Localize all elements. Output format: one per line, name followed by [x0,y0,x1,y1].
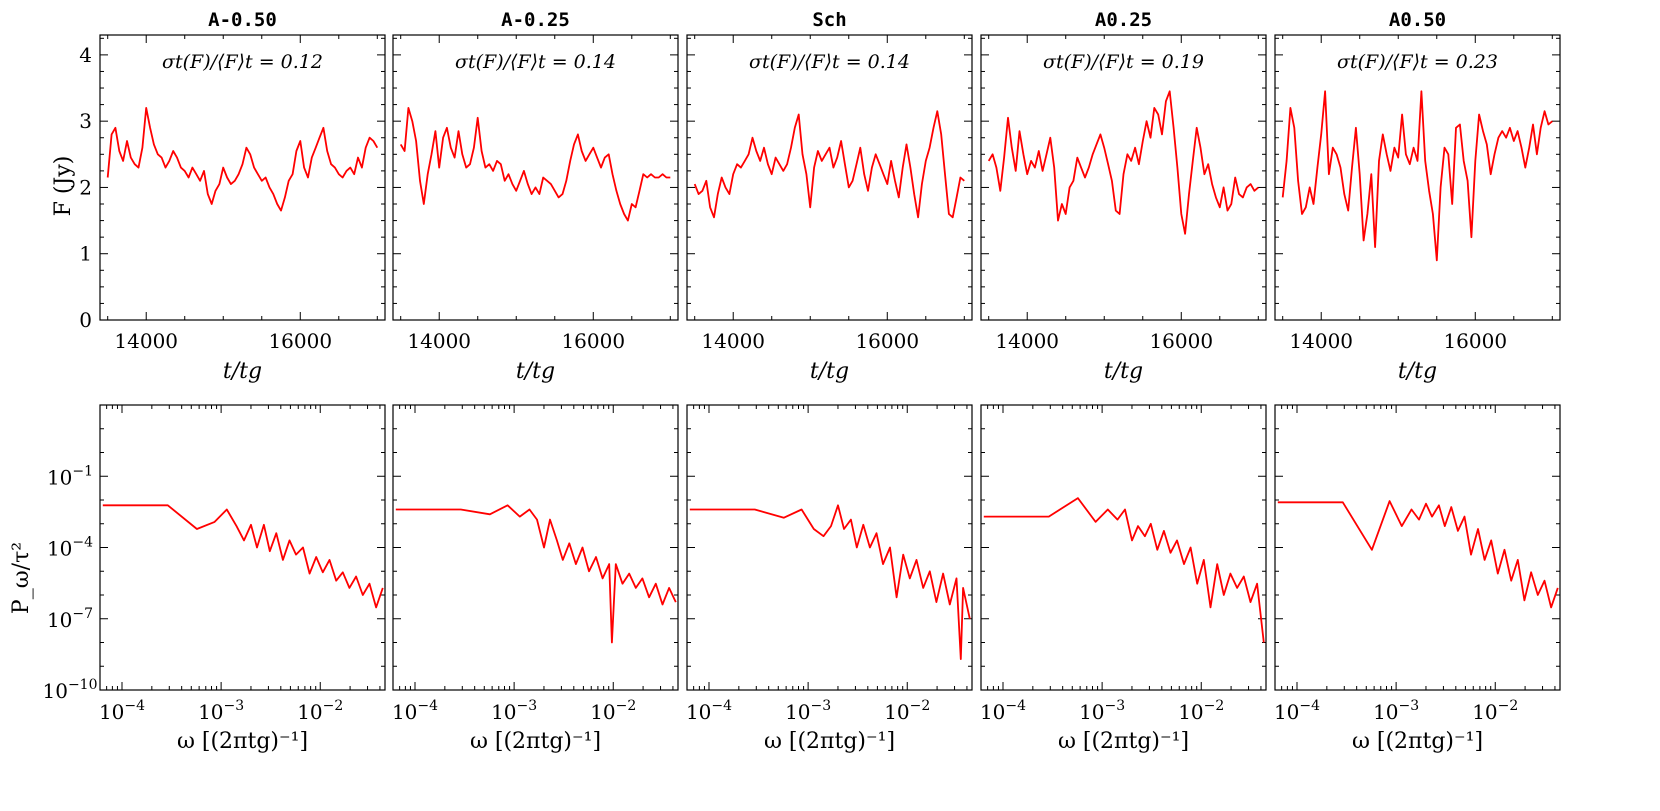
variability-annotation: σt(F)/⟨F⟩t = 0.14 [749,51,910,73]
data-series-line [987,90,1259,235]
panel-title: A0.50 [1389,9,1446,31]
x-axis-label: t/tg [1398,359,1437,384]
plot-frame [686,404,973,691]
x-axis-label: ω [(2πtg)⁻¹] [764,729,895,754]
x-tick-label: 10−2 [590,698,636,724]
plot-frame [99,34,386,321]
x-axis-label: t/tg [1104,359,1143,384]
variability-annotation: σt(F)/⟨F⟩t = 0.19 [1043,51,1204,73]
x-tick-label: 10−4 [686,698,732,724]
x-tick-label: 14000 [701,329,765,353]
x-tick-label: 10−4 [392,698,438,724]
x-tick-label: 10−2 [297,698,343,724]
powerspectrum-panel-A0.25: 10−4 10−3 10−2 ω [(2πtg)⁻¹] [980,404,1267,754]
y-tick-label: 0 [79,308,92,332]
data-series-line [1281,90,1553,262]
variability-annotation: σt(F)/⟨F⟩t = 0.12 [162,51,323,73]
y-tick-label: 4 [79,43,92,67]
x-tick-label: 16000 [1149,329,1213,353]
x-tick-label: 14000 [995,329,1059,353]
powerspectrum-panel-A0.50: 10−4 10−3 10−2 ω [(2πtg)⁻¹] [1274,404,1561,754]
x-tick-label: 10−3 [785,698,831,724]
data-series-line [693,110,965,219]
x-axis-label: t/tg [516,359,555,384]
powerspectrum-panel-A-0.25: 10−4 10−3 10−2 ω [(2πtg)⁻¹] [392,404,679,754]
x-tick-label: 10−3 [1079,698,1125,724]
x-tick-label: 10−3 [491,698,537,724]
y-tick-label: 10−1 [47,463,93,489]
panel-title: A-0.50 [208,9,277,31]
x-axis-label: ω [(2πtg)⁻¹] [1058,729,1189,754]
data-series-line [1277,500,1559,609]
x-axis-label: ω [(2πtg)⁻¹] [1352,729,1483,754]
top-row-ylabel: F (Jy) [51,156,76,217]
plot-frame [1274,34,1561,321]
variability-annotation: σt(F)/⟨F⟩t = 0.23 [1337,51,1498,73]
plot-frame [980,404,1267,691]
powerspectrum-panel-A-0.50: 10−4 10−3 10−2 10−10 10−7 10−4 10−1 ω [(2πtg)⁻¹… [43,404,386,754]
x-tick-label: 10−4 [99,698,145,724]
x-tick-label: 14000 [1289,329,1353,353]
data-series-line [399,107,671,222]
powerspectrum-panel-Sch: 10−4 10−3 10−2 ω [(2πtg)⁻¹] [686,404,973,754]
x-tick-label: 10−4 [1274,698,1320,724]
bottom-row-ylabel: P_ω/τ² [9,542,34,614]
plot-frame [392,34,679,321]
y-tick-label: 3 [79,109,92,133]
variability-annotation: σt(F)/⟨F⟩t = 0.14 [455,51,616,73]
x-tick-label: 16000 [268,329,332,353]
data-series-line [689,504,971,660]
x-tick-label: 14000 [114,329,178,353]
lightcurve-panel-A-0.50: A-0.50 σt(F)/⟨F⟩t = 0.12 14000 16000 0 1 2 3 4 t/… [79,9,386,384]
x-axis-label: ω [(2πtg)⁻¹] [177,729,308,754]
panel-title: Sch [812,9,846,31]
data-series-line [106,107,379,212]
y-tick-label: 10−4 [47,535,93,561]
x-tick-label: 10−3 [1373,698,1419,724]
x-tick-label: 10−3 [198,698,244,724]
plot-frame [1274,404,1561,691]
data-series-line [102,504,384,609]
x-axis-label: t/tg [810,359,849,384]
y-tick-label: 10−7 [47,606,93,632]
x-tick-label: 10−2 [1178,698,1224,724]
x-axis-label: t/tg [223,359,262,384]
panel-title: A0.25 [1095,9,1152,31]
x-tick-label: 16000 [855,329,919,353]
x-tick-label: 10−4 [980,698,1026,724]
y-tick-label: 2 [79,175,92,199]
data-series-line [395,504,677,644]
x-axis-label: ω [(2πtg)⁻¹] [470,729,601,754]
x-tick-label: 16000 [561,329,625,353]
x-tick-label: 10−2 [1472,698,1518,724]
plot-frame [686,34,973,321]
data-series-line [983,497,1265,643]
y-tick-label: 10−10 [43,677,98,703]
plot-frame [392,404,679,691]
y-tick-label: 1 [79,242,92,266]
row-labels: F (Jy) P_ω/τ² [9,156,76,614]
plot-frame [980,34,1267,321]
x-tick-label: 16000 [1443,329,1507,353]
x-tick-label: 14000 [407,329,471,353]
x-tick-label: 10−2 [884,698,930,724]
panels-group: A-0.50 σt(F)/⟨F⟩t = 0.12 14000 16000 0 1 2 3 4 t/… [43,9,1561,754]
plot-frame [99,404,386,691]
panel-title: A-0.25 [501,9,570,31]
